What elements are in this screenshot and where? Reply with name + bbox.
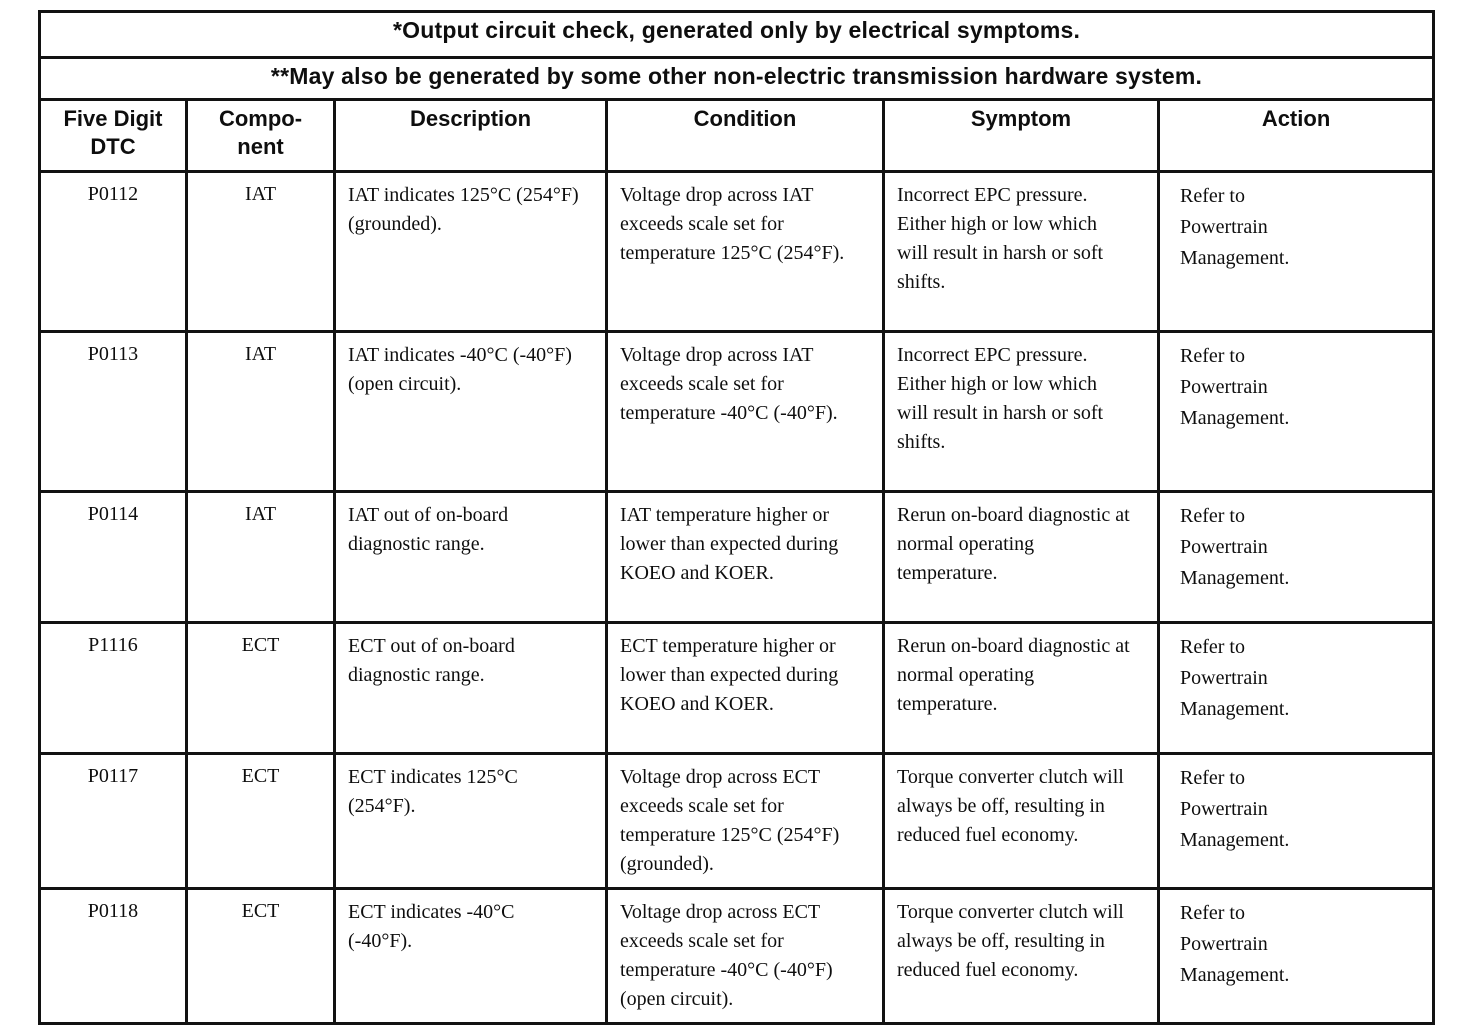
symptom-cell: Incorrect EPC pressure. Either high or l… — [882, 330, 1160, 493]
dtc-cell: P0112 — [38, 170, 188, 333]
column-header-component: Compo- nent — [185, 98, 336, 173]
description-cell: ECT indicates 125°C (254°F). — [333, 752, 608, 890]
component-cell: IAT — [185, 490, 336, 624]
table-row: P0117 ECT ECT indicates 125°C (254°F). V… — [38, 752, 1436, 890]
condition-cell: Voltage drop across IAT exceeds scale se… — [605, 170, 885, 333]
action-cell: Refer to Powertrain Management. — [1156, 490, 1436, 624]
column-header-action: Action — [1156, 98, 1436, 173]
note-row-2: **May also be generated by some other no… — [37, 56, 1436, 101]
action-cell: Refer to Powertrain Management. — [1156, 752, 1436, 890]
condition-cell: Voltage drop across ECT exceeds scale se… — [605, 887, 885, 1025]
action-cell: Refer to Powertrain Management. — [1156, 330, 1436, 493]
component-cell: ECT — [185, 621, 336, 755]
column-header-description: Description — [333, 98, 608, 173]
condition-cell: IAT temperature higher or lower than exp… — [605, 490, 885, 624]
note-non-electric: **May also be generated by some other no… — [37, 56, 1436, 101]
component-cell: ECT — [185, 887, 336, 1025]
column-header-condition: Condition — [605, 98, 885, 173]
table-row: P0114 IAT IAT out of on-board diagnostic… — [38, 490, 1436, 624]
dtc-cell: P0113 — [38, 330, 188, 493]
dtc-cell: P1116 — [38, 621, 188, 755]
description-cell: ECT out of on-board diagnostic range. — [333, 621, 608, 755]
symptom-cell: Torque converter clutch will always be o… — [882, 887, 1160, 1025]
table-row: P0113 IAT IAT indicates -40°C (-40°F) (o… — [38, 330, 1436, 493]
description-cell: IAT indicates -40°C (-40°F) (open circui… — [333, 330, 608, 493]
component-cell: IAT — [185, 330, 336, 493]
dtc-cell: P0117 — [38, 752, 188, 890]
description-cell: IAT out of on-board diagnostic range. — [333, 490, 608, 624]
action-cell: Refer to Powertrain Management. — [1156, 170, 1436, 333]
symptom-cell: Torque converter clutch will always be o… — [882, 752, 1160, 890]
condition-cell: Voltage drop across IAT exceeds scale se… — [605, 330, 885, 493]
symptom-cell: Rerun on-board diagnostic at normal oper… — [882, 621, 1160, 755]
condition-cell: ECT temperature higher or lower than exp… — [605, 621, 885, 755]
description-cell: IAT indicates 125°C (254°F) (grounded). — [333, 170, 608, 333]
component-cell: ECT — [185, 752, 336, 890]
dtc-cell: P0114 — [38, 490, 188, 624]
description-cell: ECT indicates -40°C (-40°F). — [333, 887, 608, 1025]
table-row: P0112 IAT IAT indicates 125°C (254°F) (g… — [38, 170, 1436, 333]
dtc-cell: P0118 — [38, 887, 188, 1025]
action-cell: Refer to Powertrain Management. — [1156, 621, 1436, 755]
column-header-row: Five Digit DTC Compo- nent Description C… — [38, 98, 1436, 173]
column-header-dtc: Five Digit DTC — [38, 98, 188, 173]
condition-cell: Voltage drop across ECT exceeds scale se… — [605, 752, 885, 890]
note-row-1: *Output circuit check, generated only by… — [37, 10, 1436, 59]
symptom-cell: Rerun on-board diagnostic at normal oper… — [882, 490, 1160, 624]
symptom-cell: Incorrect EPC pressure. Either high or l… — [882, 170, 1160, 333]
component-cell: IAT — [185, 170, 336, 333]
dtc-table: *Output circuit check, generated only by… — [37, 10, 1436, 1025]
column-header-symptom: Symptom — [882, 98, 1160, 173]
table-row: P1116 ECT ECT out of on-board diagnostic… — [38, 621, 1436, 755]
table-row: P0118 ECT ECT indicates -40°C (-40°F). V… — [38, 887, 1436, 1025]
note-output-circuit: *Output circuit check, generated only by… — [37, 10, 1436, 59]
action-cell: Refer to Powertrain Management. — [1156, 887, 1436, 1025]
